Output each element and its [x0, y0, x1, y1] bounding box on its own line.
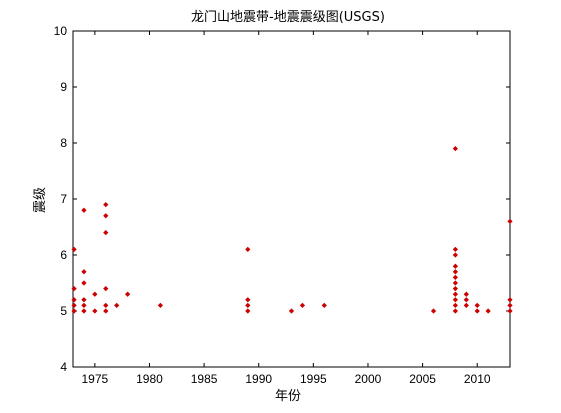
- data-point: [463, 297, 469, 303]
- data-point: [452, 280, 458, 286]
- data-point: [452, 285, 458, 292]
- data-point: [103, 229, 109, 236]
- data-point: [474, 308, 480, 314]
- data-point: [71, 285, 77, 292]
- data-point: [507, 302, 513, 309]
- data-point: [103, 302, 109, 309]
- data-point: [452, 145, 458, 152]
- data-point: [71, 302, 77, 309]
- data-point: [81, 280, 87, 286]
- data-point: [452, 246, 458, 253]
- data-point: [452, 302, 458, 309]
- data-point: [299, 302, 306, 309]
- data-point: [71, 308, 77, 314]
- data-point: [245, 246, 251, 253]
- x-tick-label: 1990: [245, 372, 272, 386]
- y-tick-label: 8: [60, 136, 67, 150]
- y-tick-labels: 4 5 6 7 8 9 10: [54, 24, 68, 374]
- x-tick-labels: 1975 1980 1985 1990 1995 2000 2005 2010: [81, 372, 490, 386]
- data-point: [463, 291, 469, 297]
- data-point: [103, 213, 109, 219]
- data-point: [245, 308, 251, 314]
- data-point: [157, 302, 164, 309]
- data-point: [321, 302, 327, 309]
- data-point: [81, 297, 87, 303]
- data-point: [463, 302, 469, 309]
- data-point: [103, 285, 109, 292]
- data-point: [452, 269, 458, 275]
- x-tick-label: 1980: [136, 372, 163, 386]
- y-tick-label: 6: [60, 248, 67, 262]
- data-point: [92, 291, 98, 297]
- plot-area: [72, 30, 511, 368]
- data-point: [430, 308, 437, 314]
- y-tick-label: 10: [54, 24, 68, 38]
- x-tick-label: 2005: [409, 372, 436, 386]
- data-point: [452, 274, 458, 281]
- data-point: [452, 263, 458, 269]
- data-point: [245, 297, 251, 303]
- data-points: [71, 145, 513, 314]
- y-tick-label: 4: [60, 360, 67, 374]
- data-point: [71, 297, 77, 303]
- x-tick-label: 1975: [81, 372, 108, 386]
- y-axis-label: 震级: [33, 187, 48, 213]
- data-point: [507, 297, 513, 303]
- data-point: [71, 246, 77, 253]
- data-point: [103, 201, 109, 208]
- chart-title: 龙门山地震带-地震震级图(USGS): [191, 10, 385, 25]
- y-tick-label: 5: [60, 304, 67, 318]
- data-point: [114, 302, 120, 309]
- data-point: [452, 291, 458, 297]
- data-point: [288, 308, 295, 314]
- y-tick-label: 9: [60, 80, 67, 94]
- data-point: [485, 308, 491, 314]
- x-axis-label: 年份: [275, 389, 301, 404]
- data-point: [81, 308, 87, 314]
- data-point: [81, 302, 87, 309]
- data-point: [452, 308, 458, 314]
- data-point: [103, 308, 109, 314]
- axis-ticks: [73, 30, 510, 368]
- y-tick-label: 7: [60, 192, 67, 206]
- data-point: [452, 297, 458, 303]
- x-tick-label: 1985: [191, 372, 218, 386]
- data-point: [81, 207, 87, 213]
- data-point: [125, 291, 131, 297]
- x-tick-label: 2010: [464, 372, 491, 386]
- data-point: [245, 302, 251, 309]
- data-point: [474, 302, 480, 309]
- data-point: [81, 269, 87, 275]
- x-tick-label: 1995: [300, 372, 327, 386]
- data-point: [92, 308, 98, 314]
- data-point: [507, 218, 513, 225]
- x-tick-label: 2000: [355, 372, 382, 386]
- data-point: [507, 308, 513, 314]
- data-point: [452, 252, 458, 258]
